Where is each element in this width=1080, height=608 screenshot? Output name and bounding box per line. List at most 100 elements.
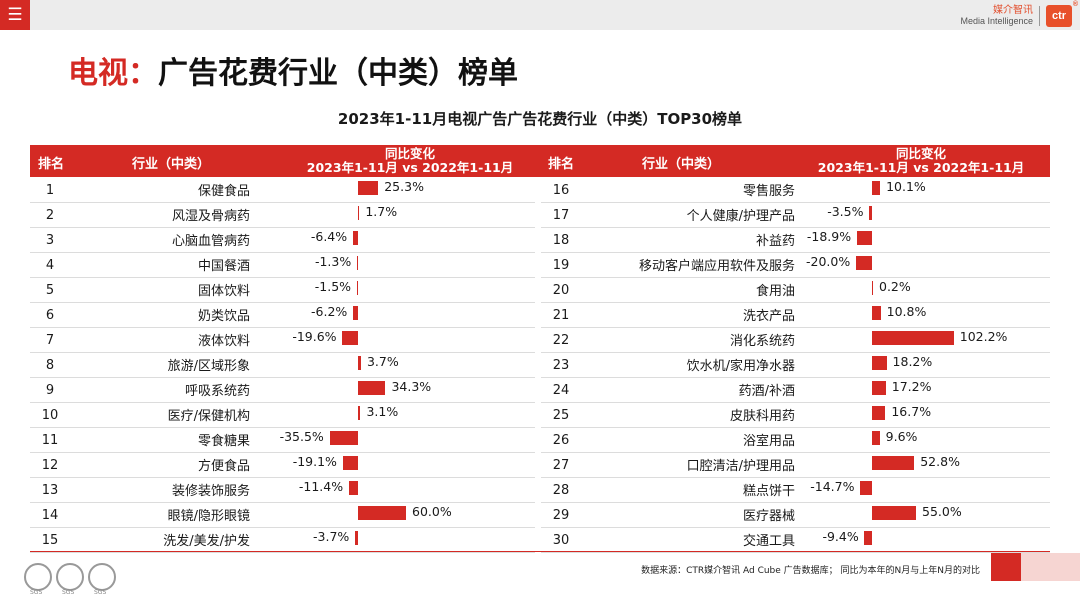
value-label: 55.0% xyxy=(922,504,962,519)
row-divider xyxy=(30,477,535,478)
bar-mark xyxy=(872,331,954,345)
row-divider xyxy=(541,527,1050,528)
value-label: 16.7% xyxy=(891,404,932,419)
value-label: 18.2% xyxy=(892,354,933,369)
value-label: -35.5% xyxy=(279,429,324,444)
bar-mark xyxy=(358,181,379,195)
footer-rule xyxy=(30,551,1050,552)
header-change-right: 同比变化 2023年1-11月 vs 2022年1-11月 xyxy=(806,147,1036,175)
value-label: 17.2% xyxy=(891,379,932,394)
industry-name: 洗衣产品 xyxy=(742,309,795,324)
bar-mark xyxy=(329,431,358,445)
bar-mark xyxy=(872,506,916,520)
rank-cell: 6 xyxy=(45,308,55,323)
row-divider xyxy=(30,377,535,378)
page-title: 电视：广告花费行业（中类）榜单 xyxy=(68,48,518,92)
rank-cell: 11 xyxy=(41,433,59,448)
rank-cell: 16 xyxy=(552,183,570,198)
data-source-note: 数据来源：CTR媒介智讯 Ad Cube 广告数据库； 同比为本年的N月与上年N… xyxy=(641,566,980,576)
industry-name: 食用油 xyxy=(755,284,795,299)
ctr-logo-mark: ctr ® xyxy=(1046,1,1078,27)
bar-mark xyxy=(342,331,358,345)
value-label: -20.0% xyxy=(806,254,851,269)
value-label: 10.1% xyxy=(886,179,926,194)
industry-name: 交通工具 xyxy=(742,534,795,549)
value-label: -1.5% xyxy=(314,279,352,294)
value-label: 3.1% xyxy=(366,404,399,419)
industry-name: 移动客户端应用软件及服务 xyxy=(638,259,795,274)
hamburger-menu-icon[interactable]: ☰ xyxy=(0,0,30,30)
registered-mark: ® xyxy=(1072,1,1078,8)
bar-mark xyxy=(356,281,358,295)
industry-name: 保健食品 xyxy=(197,184,250,199)
row-divider xyxy=(541,402,1050,403)
row-divider xyxy=(541,202,1050,203)
rank-cell: 5 xyxy=(45,283,55,298)
industry-name: 奶类饮品 xyxy=(197,309,250,324)
bar-mark xyxy=(358,506,406,520)
value-label: -14.7% xyxy=(810,479,855,494)
rank-cell: 17 xyxy=(552,208,570,223)
industry-name: 糕点饼干 xyxy=(742,484,795,499)
row-divider xyxy=(541,352,1050,353)
chart-title: 2023年1-11月电视广告广告花费行业（中类）TOP30榜单 xyxy=(337,110,743,128)
value-label: 25.3% xyxy=(384,179,424,194)
industry-name: 皮肤科用药 xyxy=(729,409,795,424)
row-divider xyxy=(30,202,535,203)
row-divider xyxy=(30,552,535,553)
row-divider xyxy=(30,527,535,528)
ctr-logo: 媒介智讯 Media Intelligence ctr ® xyxy=(960,1,1078,28)
industry-name: 装修装饰服务 xyxy=(171,484,250,499)
seal-icon xyxy=(88,563,116,596)
row-divider xyxy=(541,452,1050,453)
page-title-main: 广告花费行业（中类）榜单 xyxy=(158,56,518,91)
value-label: -19.6% xyxy=(292,329,337,344)
bar-mark xyxy=(872,281,873,295)
row-divider xyxy=(30,452,535,453)
rank-cell: 27 xyxy=(552,458,570,473)
rank-cell: 15 xyxy=(41,533,59,548)
row-divider xyxy=(30,252,535,253)
bar-mark xyxy=(358,381,386,395)
header-rank-right: 排名 xyxy=(548,157,575,172)
header-change-period: 2023年1-11月 vs 2022年1-11月 xyxy=(817,160,1025,175)
rank-cell: 14 xyxy=(41,508,59,523)
value-label: -1.3% xyxy=(314,254,352,269)
bar-mark xyxy=(872,381,886,395)
rank-cell: 29 xyxy=(552,508,570,523)
bar-mark xyxy=(856,256,872,270)
value-label: -3.5% xyxy=(827,204,864,219)
rank-cell: 20 xyxy=(552,283,570,298)
header-change-title: 同比变化 xyxy=(384,146,435,161)
corner-block-light xyxy=(1021,553,1080,581)
header-rank-left: 排名 xyxy=(38,157,65,172)
row-divider xyxy=(541,277,1050,278)
industry-name: 液体饮料 xyxy=(197,334,250,349)
logo-mark-text: ctr xyxy=(1051,10,1067,22)
industry-name: 方便食品 xyxy=(197,459,250,474)
bar-mark xyxy=(869,206,872,220)
row-divider xyxy=(541,327,1050,328)
industry-name: 补益药 xyxy=(755,234,795,249)
table-header: 排名 行业（中类） 同比变化 2023年1-11月 vs 2022年1-11月 … xyxy=(30,145,1050,177)
rank-cell: 26 xyxy=(552,433,570,448)
rank-cell: 21 xyxy=(552,308,570,323)
industry-name: 零售服务 xyxy=(742,184,795,199)
bar-mark xyxy=(353,306,358,320)
header-change-period: 2023年1-11月 vs 2022年1-11月 xyxy=(306,160,514,175)
rank-cell: 23 xyxy=(552,358,570,373)
row-divider xyxy=(541,552,1050,553)
row-divider xyxy=(30,302,535,303)
rank-cell: 18 xyxy=(552,233,570,248)
rank-cell: 19 xyxy=(552,258,570,273)
rank-cell: 2 xyxy=(45,208,55,223)
industry-name: 浴室用品 xyxy=(742,434,795,449)
rank-cell: 9 xyxy=(45,383,55,398)
header-change-left: 同比变化 2023年1-11月 vs 2022年1-11月 xyxy=(295,147,525,175)
value-label: 9.6% xyxy=(885,429,918,444)
header-change-title: 同比变化 xyxy=(895,146,946,161)
value-label: 102.2% xyxy=(959,329,1008,344)
bar-mark xyxy=(872,306,881,320)
industry-name: 消化系统药 xyxy=(729,334,795,349)
top-bar: ☰ 媒介智讯 Media Intelligence ctr ® xyxy=(0,0,1080,30)
